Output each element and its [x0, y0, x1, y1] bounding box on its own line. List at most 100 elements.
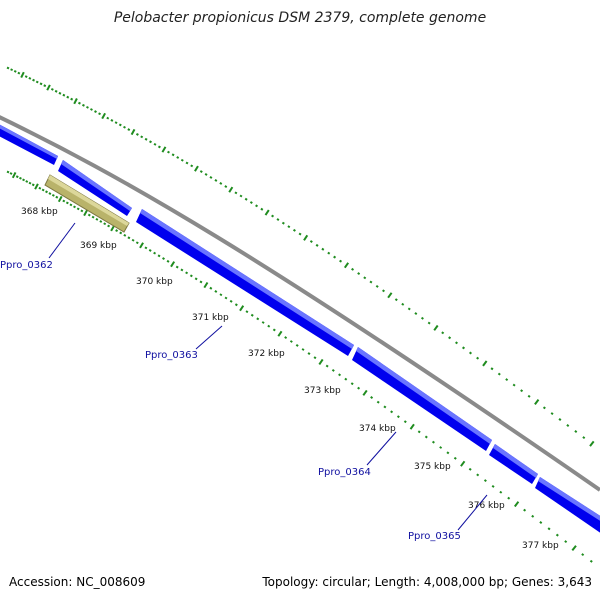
- gene-arrow[interactable]: [136, 209, 354, 356]
- gc-dot: [513, 501, 520, 508]
- gc-dot: [127, 128, 131, 132]
- gc-dot: [370, 396, 374, 399]
- gc-dot: [118, 123, 122, 127]
- gene-label-ppro-0362[interactable]: Ppro_0362: [0, 260, 53, 271]
- gc-dot: [80, 209, 84, 213]
- gc-dot: [239, 305, 245, 312]
- gc-dot: [555, 533, 559, 537]
- gene-arrow[interactable]: [0, 122, 58, 165]
- gc-dot: [176, 156, 180, 159]
- gc-dot: [101, 112, 106, 120]
- gc-dot: [581, 553, 585, 557]
- gc-dot: [396, 415, 400, 419]
- gc-dot: [166, 259, 170, 263]
- gc-dot: [512, 383, 516, 387]
- gene-arrow[interactable]: [535, 477, 600, 536]
- gc-dot: [357, 386, 361, 390]
- gc-dot: [140, 135, 144, 139]
- gc-dot: [327, 251, 331, 255]
- gene-arrow[interactable]: [489, 444, 538, 484]
- gc-dot: [507, 496, 511, 500]
- gc-dot: [453, 456, 457, 460]
- gc-dot: [131, 238, 135, 242]
- gene-label-ppro-0364[interactable]: Ppro_0364: [318, 467, 371, 478]
- gc-dot: [162, 257, 165, 260]
- gc-dot: [476, 473, 480, 477]
- scale-label: 368 kbp: [21, 207, 58, 217]
- gc-dot: [407, 307, 411, 311]
- gc-dot: [167, 150, 170, 154]
- gc-dot: [249, 201, 253, 204]
- gc-dot: [214, 179, 218, 182]
- gc-dot: [239, 194, 243, 198]
- gc-dot: [234, 191, 238, 195]
- gc-dot: [387, 292, 393, 299]
- gene-arrow[interactable]: [58, 160, 132, 216]
- gc-dot: [219, 182, 223, 185]
- gc-dot: [245, 310, 249, 314]
- gc-dot: [189, 274, 193, 278]
- gc-dot: [403, 420, 407, 424]
- gc-dot: [313, 356, 317, 360]
- gc-dot: [325, 364, 329, 368]
- gc-dot: [287, 225, 291, 229]
- gc-dot: [318, 358, 324, 365]
- gc-dot: [338, 373, 342, 377]
- gc-dot: [460, 460, 466, 467]
- gc-dot: [255, 204, 259, 208]
- gc-dot: [139, 242, 144, 249]
- gc-dot: [224, 185, 228, 188]
- gc-dot: [214, 290, 218, 293]
- gene-labels[interactable]: Ppro_0362 Ppro_0363 Ppro_0364 Ppro_0365: [0, 260, 461, 542]
- gc-dot: [123, 233, 127, 237]
- gc-content-track-outer: [6, 66, 595, 447]
- gc-dot: [539, 521, 543, 524]
- gc-dot: [6, 66, 10, 70]
- gc-dot: [414, 312, 418, 315]
- gc-dot: [441, 331, 445, 335]
- gc-dot: [106, 116, 110, 120]
- gc-dot: [363, 276, 367, 280]
- gc-dot: [175, 265, 179, 269]
- gc-dot: [468, 467, 472, 471]
- selected-gene-ppro-0362[interactable]: [44, 174, 130, 233]
- gc-dot: [6, 170, 10, 174]
- gene-arrow[interactable]: [352, 347, 492, 451]
- gc-dot: [433, 324, 439, 331]
- gc-dot: [523, 508, 527, 512]
- gc-dot: [589, 559, 593, 563]
- gc-dot: [62, 199, 66, 203]
- gc-dot: [424, 435, 428, 439]
- gc-dot: [58, 91, 62, 95]
- gc-dot: [277, 330, 283, 337]
- gc-dot: [39, 82, 43, 86]
- gc-dot: [394, 298, 398, 302]
- gc-dot: [66, 95, 70, 99]
- gc-dot: [153, 142, 157, 146]
- gc-dot: [70, 97, 74, 101]
- gc-dot: [34, 183, 39, 190]
- gc-dot: [13, 70, 17, 73]
- gc-dot: [90, 108, 93, 111]
- gc-dot: [69, 203, 73, 207]
- gc-dot: [589, 440, 595, 447]
- scale-label: 377 kbp: [522, 541, 559, 551]
- gc-dot: [483, 479, 487, 483]
- gc-dot: [38, 186, 42, 190]
- gc-dot: [333, 255, 337, 259]
- gc-dot: [161, 146, 167, 153]
- gc-content-track-inner: [6, 170, 593, 563]
- gc-dot: [491, 484, 495, 488]
- forward-strand-genes[interactable]: [0, 122, 600, 536]
- gc-dot: [420, 316, 424, 320]
- gc-dot: [203, 281, 209, 289]
- scale-label: 373 kbp: [304, 386, 341, 396]
- gc-dot: [431, 440, 435, 444]
- gc-dot: [534, 399, 540, 405]
- gc-dot: [185, 161, 189, 165]
- gc-dot: [303, 234, 309, 241]
- gene-label-ppro-0363[interactable]: Ppro_0363: [145, 350, 198, 361]
- gene-label-ppro-0365[interactable]: Ppro_0365: [408, 531, 461, 542]
- gc-dot: [301, 348, 305, 351]
